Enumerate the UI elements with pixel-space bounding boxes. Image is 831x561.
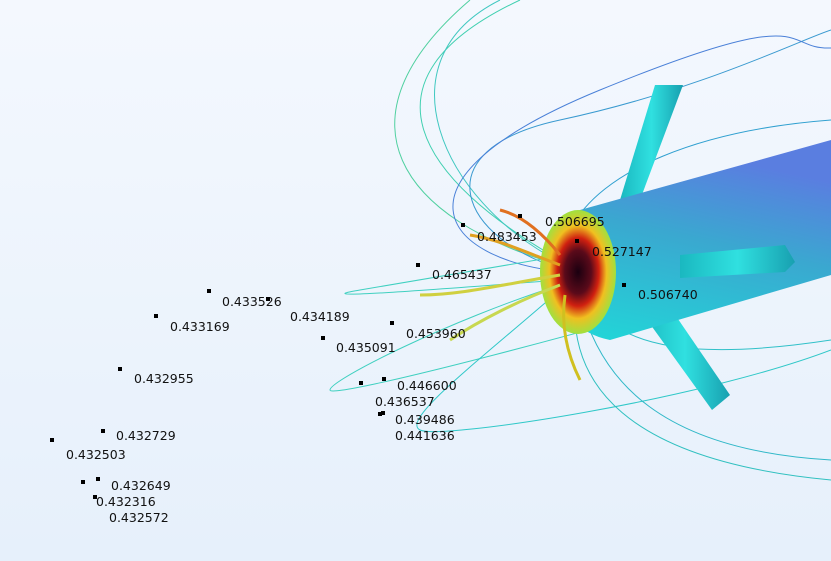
point-value-label: 0.433169 <box>170 319 230 334</box>
point-value-label: 0.432572 <box>109 510 169 525</box>
point-marker <box>96 477 100 481</box>
point-marker <box>461 223 465 227</box>
point-value-label: 0.439486 <box>395 412 455 427</box>
point-value-label: 0.506695 <box>545 214 605 229</box>
point-value-label: 0.432955 <box>134 371 194 386</box>
point-value-label: 0.527147 <box>592 244 652 259</box>
point-value-label: 0.432649 <box>111 478 171 493</box>
point-marker <box>382 377 386 381</box>
point-value-label: 0.436537 <box>375 394 435 409</box>
point-marker <box>622 283 626 287</box>
point-value-label: 0.432503 <box>66 447 126 462</box>
point-value-label: 0.483453 <box>477 229 537 244</box>
point-marker <box>101 429 105 433</box>
point-marker <box>390 321 394 325</box>
point-annotations: 0.506695 0.483453 0.527147 0.465437 0.506740… <box>50 214 698 525</box>
point-value-label: 0.432729 <box>116 428 176 443</box>
point-marker <box>359 381 363 385</box>
point-marker <box>207 289 211 293</box>
point-marker <box>321 336 325 340</box>
point-value-label: 0.432316 <box>96 494 156 509</box>
point-marker <box>93 495 97 499</box>
point-value-label: 0.453960 <box>406 326 466 341</box>
point-value-label: 0.446600 <box>397 378 457 393</box>
point-value-label: 0.435091 <box>336 340 396 355</box>
fin-bottom <box>640 300 730 410</box>
point-marker <box>416 263 420 267</box>
cylinder-body <box>540 85 831 410</box>
hot-inlet <box>540 210 616 334</box>
point-marker <box>381 411 385 415</box>
fin-top <box>620 85 683 200</box>
point-value-label: 0.434189 <box>290 309 350 324</box>
point-value-label: 0.441636 <box>395 428 455 443</box>
point-value-label: 0.506740 <box>638 287 698 302</box>
point-value-label: 0.465437 <box>432 267 492 282</box>
point-marker <box>378 412 382 416</box>
point-marker <box>50 438 54 442</box>
point-marker <box>118 367 122 371</box>
point-marker <box>518 214 522 218</box>
point-marker <box>81 480 85 484</box>
point-marker <box>154 314 158 318</box>
point-marker <box>575 239 579 243</box>
point-value-label: 0.433526 <box>222 294 282 309</box>
hot-jets <box>419 208 582 381</box>
point-marker <box>266 297 270 301</box>
fin-side <box>680 245 795 278</box>
